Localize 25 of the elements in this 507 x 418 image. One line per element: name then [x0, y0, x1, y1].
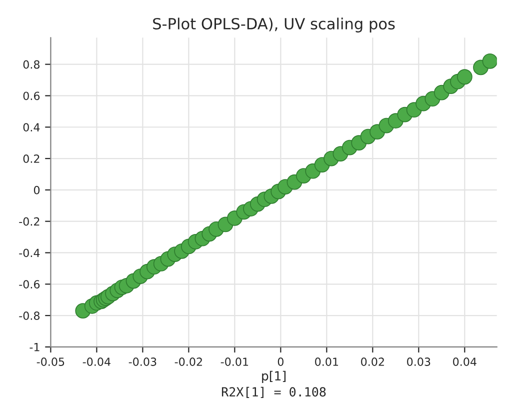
- y-tick-label: 0.8: [23, 60, 40, 69]
- chart-title: S-Plot OPLS-DA), UV scaling pos: [153, 18, 395, 32]
- x-axis-title: p[1]: [262, 370, 286, 383]
- x-tick-label: 0.03: [407, 358, 430, 366]
- x-tick-label: -0.01: [220, 358, 248, 366]
- y-tick-label: 0.6: [23, 92, 40, 100]
- y-tick-label: -0.6: [19, 280, 40, 289]
- y-tick-label: -0.8: [19, 312, 40, 320]
- y-tick-label: -0.4: [19, 248, 40, 258]
- x-tick-label: 0.01: [315, 358, 338, 366]
- x-tick-label: -0.05: [36, 358, 64, 366]
- y-tick-label: -0.2: [19, 217, 40, 226]
- x-tick-label: -0.02: [174, 358, 202, 366]
- y-tick-label: 0.4: [23, 123, 40, 132]
- x-tick-label: 0.02: [361, 358, 384, 366]
- y-tick-label: -1: [30, 343, 40, 352]
- y-tick-label: 0: [34, 186, 40, 194]
- x-tick-label: -0.03: [128, 358, 156, 366]
- y-tick-label: 0.2: [23, 154, 40, 163]
- x-tick-label: -0.04: [82, 358, 110, 366]
- x-tick-label: 0: [278, 358, 284, 366]
- point: [456, 69, 472, 85]
- x-tick-label: 0.04: [453, 358, 476, 366]
- text: R2X[1] = 0.108: [222, 386, 326, 398]
- point: [482, 53, 497, 69]
